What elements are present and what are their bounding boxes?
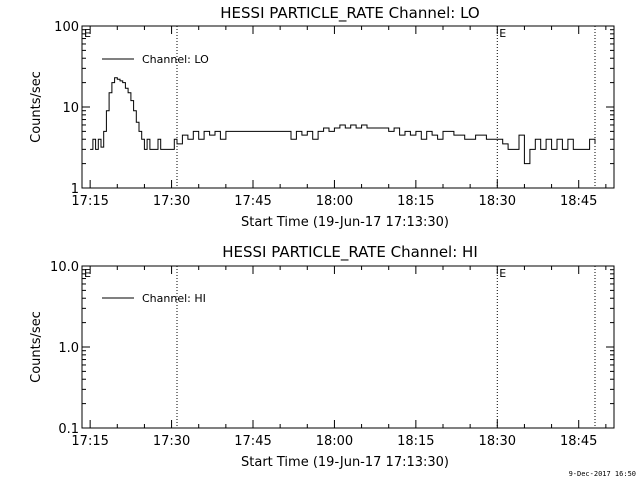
panel-lo: HESSI PARTICLE_RATE Channel: LO 17:15 17:… (29, 4, 615, 230)
chart-title: HESSI PARTICLE_RATE Channel: LO (220, 4, 479, 23)
y-tick-label: 0.1 (58, 422, 79, 437)
series-line-lo (90, 77, 596, 165)
y-tick-label: 10 (62, 101, 79, 116)
x-tick-label: 18:45 (560, 434, 597, 449)
event-marker-label: E (499, 27, 506, 40)
legend-label: Channel: LO (142, 53, 209, 66)
event-marker-label: E (84, 27, 91, 40)
x-tick-label: 18:15 (397, 434, 434, 449)
tick-group: 17:15 17:30 17:45 18:00 18:15 18:30 18:45 1 10 10… (54, 20, 614, 209)
x-tick-label: 17:45 (234, 434, 271, 449)
tick-group: 17:15 17:30 17:45 18:00 18:15 18:30 18:45 0.1 1.… (50, 260, 614, 449)
event-marker-label: E (499, 267, 506, 280)
x-axis-label: Start Time (19-Jun-17 17:13:30) (241, 455, 449, 470)
x-tick-label: 17:30 (153, 194, 190, 209)
x-tick-label: 18:30 (479, 194, 516, 209)
footer-timestamp: 9-Dec-2017 16:50 (569, 470, 636, 478)
x-tick-label: 17:15 (71, 434, 108, 449)
x-tick-label: 18:00 (316, 194, 353, 209)
y-tick-label: 100 (54, 20, 79, 35)
x-axis-label: Start Time (19-Jun-17 17:13:30) (241, 215, 449, 230)
y-axis-label: Counts/sec (29, 311, 44, 383)
y-tick-label: 10.0 (50, 260, 79, 275)
event-marker-label: E (84, 267, 91, 280)
x-tick-label: 18:15 (397, 194, 434, 209)
x-tick-label: 17:30 (153, 434, 190, 449)
y-axis-label: Counts/sec (29, 71, 44, 143)
chart-title: HESSI PARTICLE_RATE Channel: HI (222, 243, 478, 262)
x-tick-label: 17:45 (234, 194, 271, 209)
y-tick-label: 1.0 (58, 341, 79, 356)
x-tick-label: 18:45 (560, 194, 597, 209)
panel-hi: HESSI PARTICLE_RATE Channel: HI 17:15 17:… (29, 243, 615, 470)
x-tick-label: 18:00 (316, 434, 353, 449)
x-tick-label: 18:30 (479, 434, 516, 449)
legend-label: Channel: HI (142, 292, 206, 305)
x-tick-label: 17:15 (71, 194, 108, 209)
y-tick-label: 1 (71, 182, 79, 197)
